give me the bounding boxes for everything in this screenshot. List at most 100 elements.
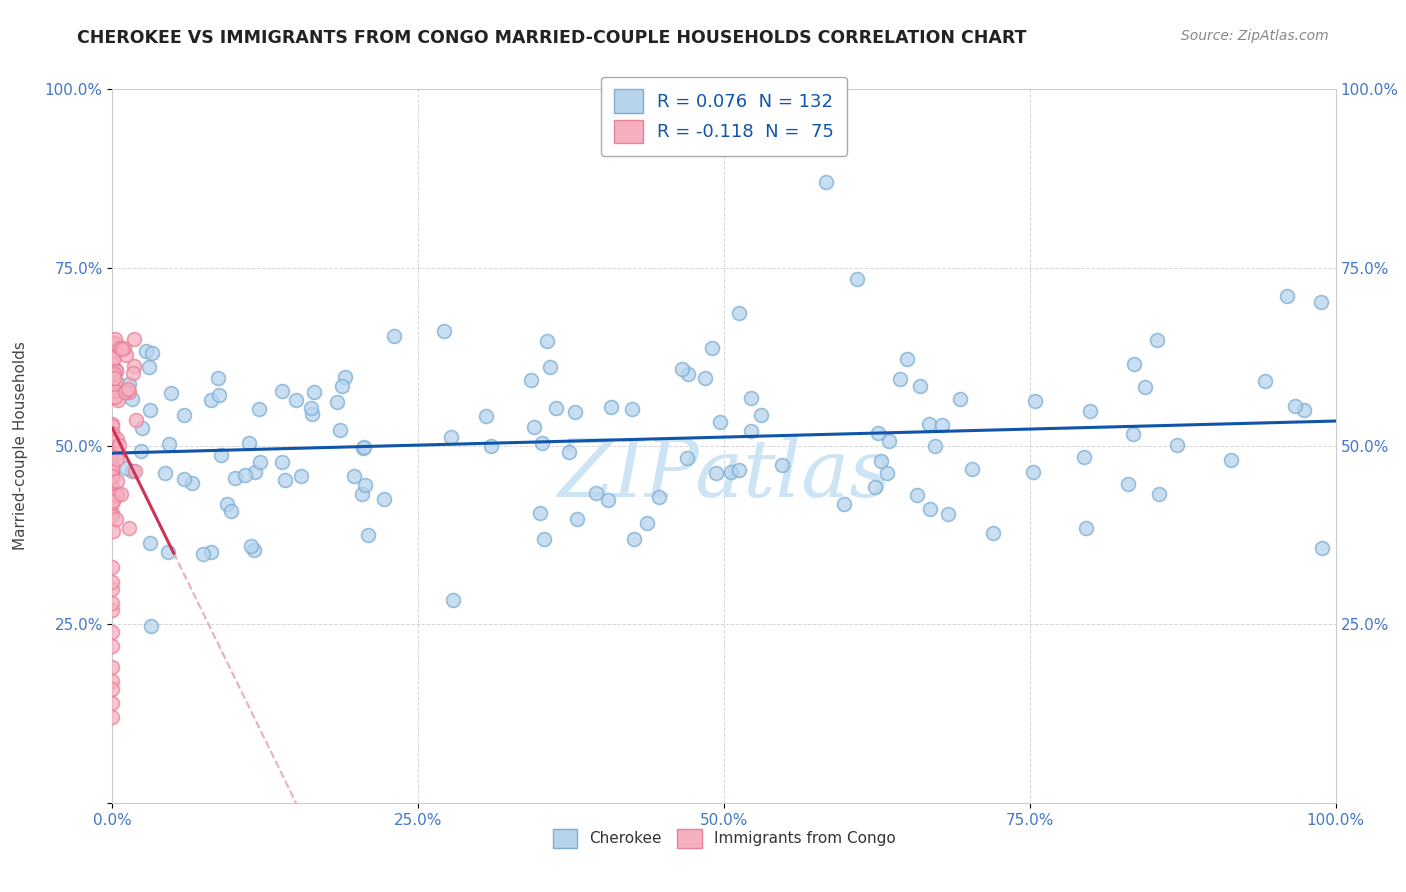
Point <box>740 424 762 438</box>
Point <box>101 467 124 481</box>
Point <box>122 359 145 374</box>
Point <box>101 364 124 378</box>
Point <box>918 417 941 431</box>
Point <box>224 471 246 485</box>
Point <box>101 419 124 434</box>
Point <box>868 426 890 441</box>
Point <box>889 372 911 386</box>
Point <box>1122 357 1144 371</box>
Point <box>156 544 179 558</box>
Point <box>114 384 136 398</box>
Point <box>121 392 143 407</box>
Point <box>475 409 498 423</box>
Point <box>101 639 124 653</box>
Point <box>373 491 395 506</box>
Text: Source: ZipAtlas.com: Source: ZipAtlas.com <box>1181 29 1329 43</box>
Point <box>290 469 312 483</box>
Point <box>117 382 139 396</box>
Point <box>1277 289 1299 303</box>
Point <box>135 343 157 358</box>
Point <box>101 468 124 483</box>
Legend: Cherokee, Immigrants from Congo: Cherokee, Immigrants from Congo <box>546 821 903 855</box>
Point <box>329 423 352 437</box>
Point <box>173 409 195 423</box>
Point <box>101 426 124 441</box>
Point <box>110 486 132 500</box>
Point <box>1024 393 1046 408</box>
Point <box>1166 438 1188 452</box>
Point <box>121 464 143 478</box>
Point <box>529 506 551 520</box>
Point <box>101 596 124 610</box>
Point <box>981 525 1004 540</box>
Point <box>728 306 751 320</box>
Point <box>219 504 242 518</box>
Point <box>353 440 375 454</box>
Point <box>896 351 918 366</box>
Point <box>354 477 377 491</box>
Point <box>138 360 160 375</box>
Point <box>101 674 124 689</box>
Point <box>101 390 124 404</box>
Point <box>180 475 202 490</box>
Point <box>114 348 136 362</box>
Point <box>103 351 125 366</box>
Point <box>440 430 463 444</box>
Point <box>238 435 260 450</box>
Text: ZIPatlas: ZIPatlas <box>557 436 891 513</box>
Point <box>876 466 898 480</box>
Point <box>105 432 128 446</box>
Point <box>949 392 972 406</box>
Point <box>301 407 323 421</box>
Point <box>350 487 373 501</box>
Point <box>104 384 127 398</box>
Point <box>271 384 294 398</box>
Point <box>740 392 762 406</box>
Point <box>101 506 124 520</box>
Point <box>720 465 742 479</box>
Point <box>103 367 125 381</box>
Point <box>676 367 699 381</box>
Point <box>122 366 145 380</box>
Point <box>924 439 946 453</box>
Point <box>101 470 124 484</box>
Point <box>908 379 931 393</box>
Point <box>173 472 195 486</box>
Point <box>101 681 124 696</box>
Point <box>101 466 124 480</box>
Point <box>814 175 837 189</box>
Point <box>709 415 731 429</box>
Point <box>1118 477 1140 491</box>
Point <box>111 342 134 356</box>
Point <box>200 392 222 407</box>
Point <box>877 434 900 448</box>
Point <box>124 465 146 479</box>
Point <box>131 421 153 435</box>
Point <box>441 593 464 607</box>
Point <box>101 337 124 351</box>
Point <box>249 455 271 469</box>
Point <box>636 516 658 530</box>
Point <box>865 480 887 494</box>
Point <box>270 455 292 469</box>
Point <box>1074 521 1097 535</box>
Point <box>700 341 723 355</box>
Point <box>536 334 558 348</box>
Point <box>104 390 127 404</box>
Point <box>101 480 124 494</box>
Point <box>558 445 581 459</box>
Point <box>671 362 693 376</box>
Point <box>1073 450 1095 465</box>
Point <box>101 469 124 483</box>
Point <box>101 560 124 574</box>
Point <box>600 400 623 414</box>
Point <box>1146 333 1168 347</box>
Point <box>104 332 127 346</box>
Point <box>101 508 124 523</box>
Point <box>101 450 124 464</box>
Point <box>352 441 374 455</box>
Point <box>101 496 124 510</box>
Point <box>1310 541 1333 556</box>
Point <box>105 447 128 461</box>
Point <box>215 497 238 511</box>
